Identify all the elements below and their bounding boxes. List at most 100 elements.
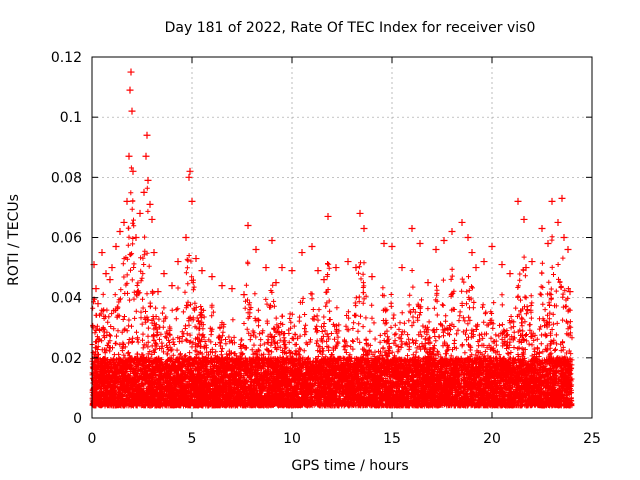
data-point [132, 234, 140, 241]
data-point [240, 291, 248, 299]
axis-ticks: 0 5 10 15 20 25 0 0.02 0.04 0.06 0.08 0.1 0.12 [51, 50, 601, 447]
data-point [320, 276, 328, 284]
data-point [208, 273, 216, 281]
data-point [308, 243, 316, 251]
data-point [188, 197, 196, 205]
data-point [506, 270, 514, 278]
data-point [116, 227, 124, 235]
y-tick-label: 0.12 [51, 50, 82, 66]
data-point [160, 270, 168, 278]
y-axis-label: ROTI / TECUs [6, 194, 22, 286]
data-point [432, 246, 440, 254]
data-point [448, 227, 456, 235]
data-point [332, 264, 340, 272]
data-point [146, 200, 154, 208]
data-point [120, 218, 128, 226]
data-point [324, 212, 332, 220]
data-point [566, 288, 574, 296]
data-point [168, 282, 176, 290]
x-tick-label: 20 [483, 431, 501, 447]
data-point [154, 288, 162, 296]
data-point [522, 264, 530, 272]
data-point [182, 234, 190, 241]
data-point [144, 176, 152, 184]
data-point [128, 107, 136, 115]
data-point [398, 264, 406, 272]
data-point [218, 282, 226, 290]
data-point [468, 249, 476, 257]
data-point [148, 215, 156, 223]
data-point [244, 221, 252, 229]
data-point [185, 173, 193, 181]
data-point [408, 224, 416, 232]
data-point [150, 249, 158, 257]
data-point [192, 255, 200, 263]
data-point [186, 167, 194, 175]
y-tick-label: 0 [73, 411, 82, 427]
data-point [94, 300, 102, 308]
data-point [136, 209, 144, 217]
data-point [564, 246, 572, 254]
y-tick-label: 0.06 [51, 231, 82, 247]
data-point [380, 240, 388, 248]
data-point [98, 249, 106, 257]
data-point [520, 215, 528, 223]
y-tick-label: 0.1 [60, 110, 82, 126]
data-point [140, 188, 148, 196]
data-point [92, 285, 100, 293]
data-point [288, 267, 296, 275]
data-point [360, 224, 368, 232]
data-point [472, 264, 480, 272]
data-point [440, 237, 448, 245]
data-point [143, 131, 151, 139]
data-point [102, 270, 110, 278]
x-tick-label: 10 [283, 431, 301, 447]
data-point [388, 243, 396, 251]
data-point [480, 258, 488, 266]
data-point [464, 234, 472, 241]
data-point [560, 234, 568, 241]
data-point [528, 258, 536, 266]
data-point [514, 197, 522, 205]
x-tick-label: 5 [188, 431, 197, 447]
data-point [112, 243, 120, 251]
data-point [125, 152, 133, 160]
data-point [352, 264, 360, 272]
data-point [129, 167, 137, 175]
data-point [544, 240, 552, 248]
data-point [127, 68, 135, 76]
data-point [548, 197, 556, 205]
data-point [174, 258, 182, 266]
data-point [268, 237, 276, 245]
y-tick-label: 0.08 [51, 170, 82, 186]
data-point [262, 264, 270, 272]
data-point [344, 258, 352, 266]
y-tick-label: 0.04 [51, 291, 82, 307]
data-point [198, 267, 206, 275]
data-point [314, 267, 322, 275]
data-point [458, 218, 466, 226]
data-point [272, 279, 280, 287]
chart-title: Day 181 of 2022, Rate Of TEC Index for r… [165, 20, 536, 36]
data-point [558, 194, 566, 202]
data-point [252, 246, 260, 254]
data-point [424, 279, 432, 287]
data-point [356, 209, 364, 217]
data-point [108, 264, 116, 272]
data-point [538, 224, 546, 232]
data-point [106, 276, 114, 284]
x-tick-label: 15 [383, 431, 401, 447]
y-tick-label: 0.02 [51, 351, 82, 367]
data-point [498, 261, 506, 269]
data-point [298, 249, 306, 257]
data-point [368, 273, 376, 281]
data-point [554, 218, 562, 226]
data-point [488, 243, 496, 251]
x-tick-label: 25 [583, 431, 601, 447]
data-point [126, 86, 134, 94]
x-tick-label: 0 [88, 431, 97, 447]
data-point [142, 152, 150, 160]
data-point [278, 264, 286, 272]
roti-background-points [89, 165, 575, 409]
